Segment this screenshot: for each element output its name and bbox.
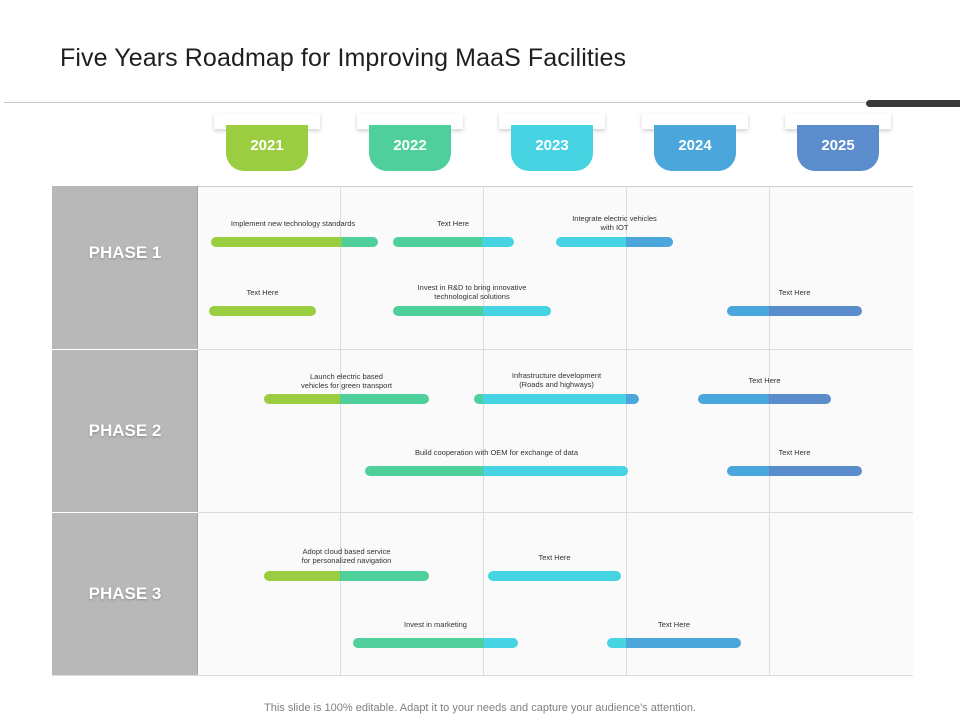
timeline-bar bbox=[556, 237, 673, 247]
grid-column-divider bbox=[483, 186, 484, 676]
timeline-bar bbox=[727, 466, 862, 476]
timeline-bar bbox=[209, 306, 316, 316]
phase-column bbox=[52, 186, 198, 676]
phase-2-label: PHASE 2 bbox=[88, 421, 162, 440]
title-divider bbox=[4, 102, 866, 103]
timeline-bar bbox=[727, 306, 862, 316]
task-label: Infrastructure development (Roads and hi… bbox=[511, 371, 602, 389]
phase-divider bbox=[52, 512, 198, 513]
task-label: Invest in marketing bbox=[404, 620, 467, 629]
grid-bottom-line bbox=[52, 675, 913, 676]
year-tab-2025: 2025 bbox=[797, 125, 879, 171]
task-label: Launch electric based vehicles for green… bbox=[301, 372, 392, 390]
task-label: Implement new technology standards bbox=[230, 219, 356, 228]
grid-column-divider bbox=[769, 186, 770, 676]
year-tab-2021: 2021 bbox=[226, 125, 308, 171]
grid-column-divider bbox=[340, 186, 341, 676]
phase-row-divider bbox=[198, 349, 913, 350]
year-tab-2023: 2023 bbox=[511, 125, 593, 171]
timeline-bar bbox=[353, 638, 518, 648]
task-label: Adopt cloud based service for personaliz… bbox=[301, 547, 392, 565]
year-tab-2022: 2022 bbox=[369, 125, 451, 171]
task-label: Text Here bbox=[657, 620, 691, 629]
timeline-bar bbox=[211, 237, 378, 247]
timeline-bar bbox=[488, 571, 621, 581]
timeline-bar bbox=[393, 306, 551, 316]
title-divider-accent bbox=[866, 100, 960, 107]
timeline-bar bbox=[264, 394, 429, 404]
timeline-bar bbox=[365, 466, 628, 476]
task-label: Text Here bbox=[748, 376, 781, 385]
phase-column-edge bbox=[197, 186, 198, 676]
task-label: Integrate electric vehicles with IOT bbox=[572, 214, 657, 232]
task-label: Text Here bbox=[778, 448, 811, 457]
phase-1-label: PHASE 1 bbox=[88, 243, 162, 262]
task-label: Text Here bbox=[246, 288, 279, 297]
timeline-bar bbox=[607, 638, 741, 648]
timeline-bar bbox=[474, 394, 639, 404]
task-label: Build cooperation with OEM for exchange … bbox=[414, 448, 578, 457]
phase-3-label: PHASE 3 bbox=[88, 584, 162, 603]
timeline-bar bbox=[393, 237, 514, 247]
timeline-bar bbox=[264, 571, 429, 581]
task-label: Invest in R&D to bring innovative techno… bbox=[417, 283, 527, 301]
phase-row-divider bbox=[198, 512, 913, 513]
footer-note: This slide is 100% editable. Adapt it to… bbox=[264, 702, 696, 714]
slide-title: Five Years Roadmap for Improving MaaS Fa… bbox=[60, 44, 627, 72]
task-label: Text Here bbox=[538, 553, 571, 562]
task-label: Text Here bbox=[778, 288, 811, 297]
task-label: Text Here bbox=[436, 219, 470, 228]
phase-divider bbox=[52, 349, 198, 350]
timeline-bar bbox=[698, 394, 831, 404]
grid-column-divider bbox=[626, 186, 627, 676]
year-tab-2024: 2024 bbox=[654, 125, 736, 171]
